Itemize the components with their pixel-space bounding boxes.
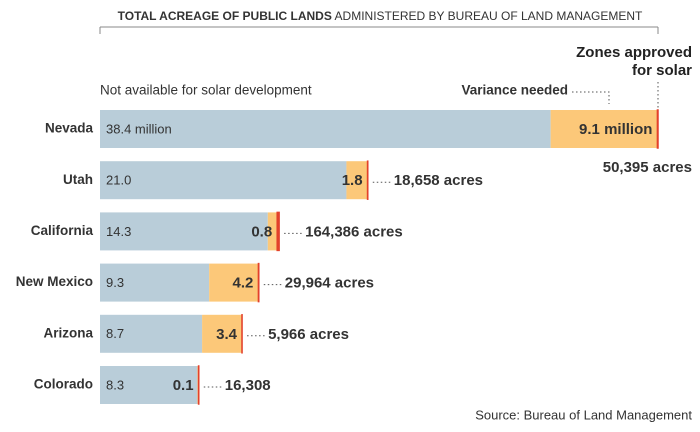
value-label: 0.8 xyxy=(251,223,272,240)
bar-segment xyxy=(656,109,659,149)
value-label: 14.3 xyxy=(106,224,131,239)
bar-segment xyxy=(100,366,198,404)
leader xyxy=(572,91,610,104)
value-label: 38.4 million xyxy=(106,121,172,136)
value-label: 9.1 million xyxy=(579,121,652,138)
bar-segment xyxy=(550,110,658,148)
value-label: 16,308 xyxy=(225,377,271,394)
bar-segment xyxy=(276,211,280,252)
source: Source: Bureau of Land Management xyxy=(475,407,692,422)
category-label: Nevada xyxy=(45,121,94,136)
value-label: 3.4 xyxy=(216,326,238,343)
value-label: 4.2 xyxy=(233,275,254,292)
title-rest: ADMINISTERED BY BUREAU OF LAND MANAGEMEN… xyxy=(335,9,643,23)
legend-label: Not available for solar development xyxy=(100,83,312,98)
category-label: Colorado xyxy=(34,377,93,392)
legend-label: Variance needed xyxy=(461,83,568,98)
value-label: 5,966 acres xyxy=(268,326,349,343)
value-label: 8.3 xyxy=(106,377,124,392)
value-label: 1.8 xyxy=(342,172,363,189)
value-label: 50,395 acres xyxy=(603,159,692,176)
category-label: New Mexico xyxy=(16,274,93,289)
value-label: 21.0 xyxy=(106,173,131,188)
chart-title: TOTAL ACREAGE OF PUBLIC LANDS ADMINISTER… xyxy=(118,9,643,23)
bar-segment xyxy=(209,263,259,302)
category-label: Arizona xyxy=(43,325,93,340)
value-label: 18,658 acres xyxy=(394,172,483,189)
title-bold: TOTAL ACREAGE OF PUBLIC LANDS xyxy=(118,9,332,23)
bar-segment xyxy=(267,212,278,251)
category-label: Utah xyxy=(63,172,93,187)
bar-segment xyxy=(100,110,551,148)
value-label: 164,386 acres xyxy=(305,223,403,240)
bar-segment xyxy=(100,161,347,200)
value-label: 0.1 xyxy=(173,377,194,394)
value-label: 29,964 acres xyxy=(285,275,374,292)
bar-segment xyxy=(202,314,242,353)
value-label: 8.7 xyxy=(106,326,124,341)
category-label: California xyxy=(31,223,94,238)
value-label: 9.3 xyxy=(106,275,124,290)
bar-segment xyxy=(346,161,368,200)
bar-segment xyxy=(100,212,268,251)
bar-segment xyxy=(100,263,210,302)
bar-segment xyxy=(100,314,203,353)
legend-label: Zones approved for solar xyxy=(576,44,692,79)
